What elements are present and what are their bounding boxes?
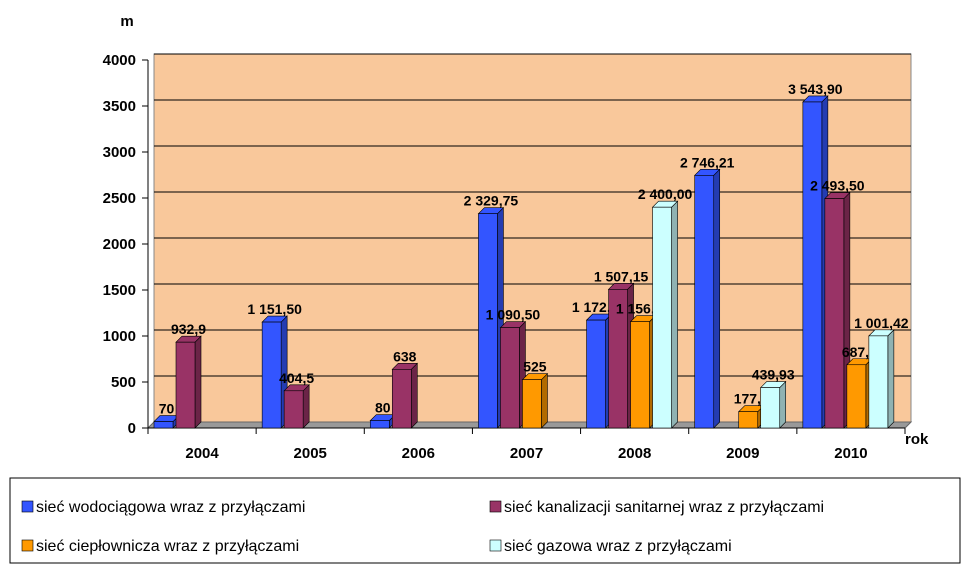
bar: [694, 175, 715, 429]
bar-side: [410, 362, 418, 429]
bar-side: [302, 384, 310, 429]
value-label: 525: [523, 359, 547, 375]
x-axis-label: rok: [905, 431, 929, 448]
y-tick-label: 2500: [103, 190, 136, 207]
y-tick-label: 1000: [103, 328, 136, 345]
bar-side: [779, 380, 787, 429]
bar: [522, 379, 542, 429]
bar: [846, 364, 867, 429]
bar-side: [713, 168, 721, 429]
legend-label: sieć ciepłownicza wraz z przyłączami: [36, 538, 299, 555]
x-tick-label: 2008: [618, 445, 651, 462]
y-tick-label: 4000: [103, 52, 136, 69]
bar: [802, 101, 823, 429]
legend-label: sieć wodociągowa wraz z przyłączami: [36, 499, 305, 516]
value-label: 687,5: [842, 344, 877, 360]
legend-swatch: [489, 500, 502, 513]
y-tick-label: 3000: [103, 144, 136, 161]
bar: [391, 369, 412, 429]
y-axis-label: m: [120, 13, 133, 30]
legend-swatch: [21, 539, 34, 552]
bar: [608, 289, 628, 429]
value-label: 932,9: [171, 321, 206, 337]
y-tick-label: 500: [111, 374, 136, 391]
value-label: 70: [159, 401, 175, 417]
bar: [175, 341, 196, 429]
bar: [760, 387, 781, 429]
bar-side: [541, 372, 548, 429]
value-label: 1 507,15: [594, 268, 649, 284]
x-tick-label: 2009: [726, 445, 759, 462]
bar: [868, 335, 889, 429]
bar: [283, 390, 304, 429]
x-tick-label: 2007: [510, 445, 543, 462]
value-label: 1 151,50: [247, 301, 302, 317]
value-label: 2 493,50: [810, 178, 865, 194]
bar-side: [887, 329, 895, 429]
bar-side: [671, 200, 678, 429]
value-label: 439,93: [752, 367, 795, 383]
value-label: 2 400,00: [638, 186, 693, 202]
bar: [478, 213, 498, 429]
value-label: 1 001,42: [854, 315, 909, 331]
value-label: 1 090,50: [486, 307, 541, 323]
x-tick-label: 2005: [294, 445, 327, 462]
x-tick-label: 2006: [402, 445, 435, 462]
bar: [652, 206, 672, 429]
bar: [738, 411, 759, 429]
bar: [586, 319, 606, 429]
bar: [500, 327, 520, 429]
value-label: 638: [393, 348, 417, 364]
x-tick-label: 2004: [185, 445, 219, 462]
bar: [630, 321, 650, 429]
value-label: 2 746,21: [680, 154, 735, 170]
bar: [824, 198, 845, 429]
y-tick-label: 3500: [103, 98, 136, 115]
bar-side: [194, 335, 202, 429]
legend-label: sieć gazowa wraz z przyłączami: [504, 538, 732, 555]
legend-box: [9, 477, 961, 564]
value-label: 3 543,90: [788, 81, 843, 97]
bar: [261, 321, 282, 429]
legend-swatch: [489, 539, 502, 552]
bar: [153, 421, 174, 429]
bar: [369, 420, 390, 429]
y-tick-label: 0: [128, 420, 136, 437]
legend-label: sieć kanalizacji sanitarnej wraz z przył…: [504, 499, 824, 516]
legend-swatch: [21, 500, 34, 513]
value-label: 80: [375, 400, 391, 416]
y-tick-label: 1500: [103, 282, 136, 299]
y-tick-label: 2000: [103, 236, 136, 253]
value-label: 2 329,75: [464, 193, 519, 209]
value-label: 177,7: [734, 391, 769, 407]
x-tick-label: 2010: [834, 445, 867, 462]
value-label: 404,5: [279, 370, 314, 386]
